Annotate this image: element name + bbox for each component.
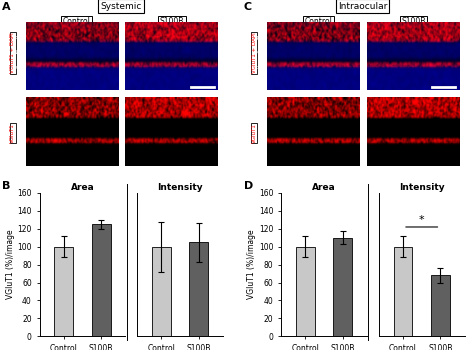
Text: VGluT1: VGluT1	[252, 123, 257, 143]
Text: S100B: S100B	[401, 17, 426, 26]
Text: VGluT1 + DAPI: VGluT1 + DAPI	[252, 33, 257, 73]
Text: Control: Control	[63, 17, 91, 26]
Text: D: D	[244, 181, 253, 191]
Text: Systemic: Systemic	[100, 2, 142, 11]
Text: S100B: S100B	[160, 17, 184, 26]
Text: Control: Control	[304, 17, 332, 26]
Text: A: A	[2, 2, 11, 12]
Text: C: C	[244, 2, 252, 12]
Text: B: B	[2, 181, 11, 191]
Text: VGluT1: VGluT1	[10, 123, 15, 143]
Text: Intraocular: Intraocular	[338, 2, 387, 11]
Text: VGluT1 + DAPI: VGluT1 + DAPI	[10, 33, 15, 73]
